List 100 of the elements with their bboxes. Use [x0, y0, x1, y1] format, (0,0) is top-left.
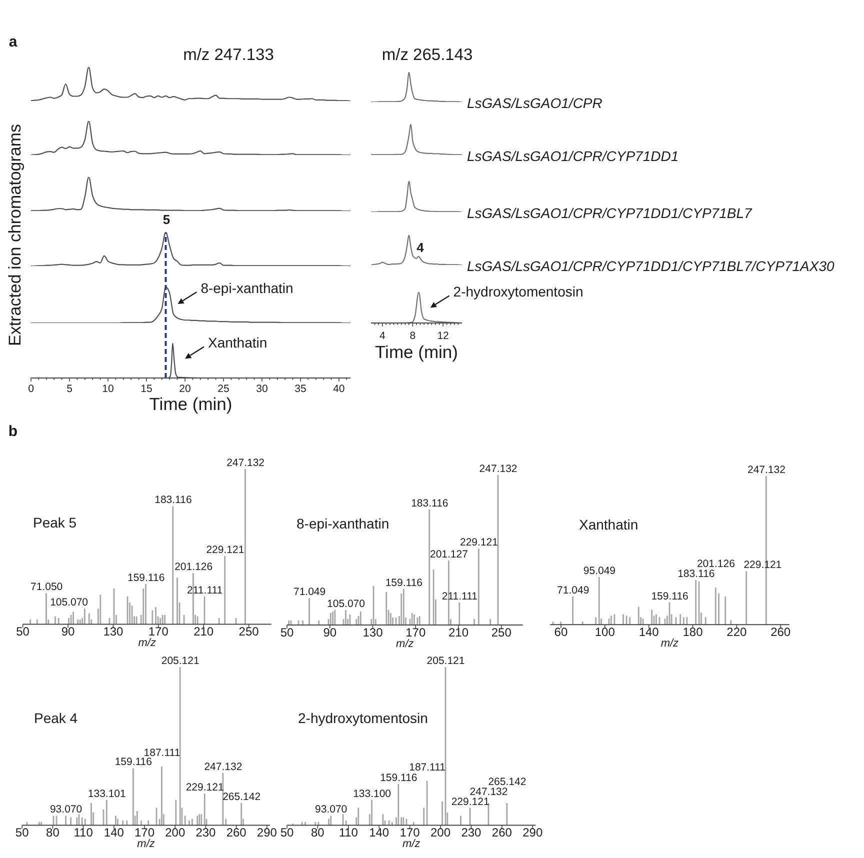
annotation: 159.116 — [652, 590, 689, 602]
x-axis-title: m/z — [661, 637, 680, 650]
series-label: LsGAS/LsGAO1/CPR — [466, 95, 602, 111]
annotation: 133.101 — [88, 788, 126, 800]
annotation: Xanthatin — [208, 334, 268, 351]
series-label: LsGAS/LsGAO1/CPR/CYP71DD1/CYP71BL7/CYP71AX30 — [466, 258, 834, 274]
annotation: 247.132 — [479, 462, 518, 474]
x-tick-label: 30 — [256, 383, 268, 395]
series-label: LsGAS/LsGAO1/CPR/CYP71DD1 — [466, 148, 678, 164]
annotation: 229.121 — [460, 536, 498, 548]
annotation: 93.070 — [50, 804, 82, 816]
x-tick-label: 180 — [683, 624, 704, 639]
text: b — [8, 423, 18, 440]
x-tick-label: 140 — [104, 825, 124, 840]
x-tick-label: 20 — [179, 383, 191, 395]
annotation: 2-hydroxytomentosin — [452, 284, 583, 300]
annotation: 265.142 — [488, 776, 526, 788]
x-axis-title: m/z — [137, 838, 156, 850]
x-axis-title: m/z — [138, 637, 156, 650]
annotation: 247.132 — [226, 457, 265, 470]
annotation: 187.111 — [409, 761, 446, 774]
x-tick-label: 100 — [595, 624, 616, 639]
x-tick-label: 130 — [362, 625, 384, 639]
x-tick-label: 260 — [492, 825, 512, 840]
annotation: 247.132 — [470, 786, 508, 798]
annotation: 247.132 — [748, 464, 786, 476]
annotation: 201.126 — [697, 558, 736, 570]
x-tick-label: 25 — [218, 383, 230, 395]
x-tick-label: 290 — [256, 825, 278, 840]
annotation: 229.121 — [744, 558, 782, 571]
annotation: 159.116 — [380, 772, 418, 784]
x-tick-label: 210 — [448, 625, 469, 639]
annotation: 211.111 — [187, 584, 223, 597]
annotation: 105.070 — [50, 596, 88, 609]
x-tick-label: 260 — [226, 825, 247, 840]
x-tick-label: 260 — [770, 624, 792, 639]
x-tick-label: 15 — [140, 383, 152, 395]
annotation: 133.100 — [353, 788, 392, 800]
x-tick-label: 40 — [333, 383, 345, 395]
annotation: 95.049 — [584, 564, 616, 577]
annotation: 159.116 — [128, 572, 165, 584]
x-tick-label: 5 — [66, 383, 73, 395]
x-tick-label: 250 — [491, 625, 512, 639]
x-tick-label: 130 — [103, 624, 124, 639]
x-tick-label: 170 — [400, 825, 420, 840]
x-tick-label: 80 — [46, 825, 60, 840]
text: a — [8, 34, 18, 50]
annotation: 229.121 — [186, 781, 224, 794]
x-tick-label: 170 — [134, 825, 155, 840]
annotation: 201.127 — [430, 548, 468, 560]
x-axis-title: m/z — [396, 638, 414, 650]
annotation: 71.049 — [294, 586, 326, 598]
x-tick-label: 80 — [311, 825, 325, 840]
text: Peak 4 — [34, 710, 78, 726]
annotation: 265.142 — [222, 790, 261, 803]
x-tick-label: 110 — [338, 825, 358, 840]
x-axis-title: Time (min) — [374, 342, 458, 362]
x-tick-label: 50 — [16, 624, 30, 639]
x-tick-label: 50 — [15, 825, 30, 840]
annotation: 211.111 — [442, 590, 478, 602]
annotation: 159.116 — [114, 756, 152, 768]
annotation: 229.121 — [451, 796, 490, 808]
y-axis-title: Extracted ion chromatograms — [6, 124, 24, 346]
x-tick-label: 110 — [74, 825, 94, 840]
annotation: 4 — [416, 240, 424, 255]
x-tick-label: 140 — [639, 624, 660, 639]
annotation: 187.111 — [144, 746, 180, 759]
x-tick-label: 170 — [406, 625, 426, 639]
annotation: 183.116 — [154, 494, 192, 507]
annotation: 205.121 — [426, 654, 465, 667]
x-tick-label: 220 — [726, 624, 748, 639]
x-tick-label: 250 — [238, 624, 260, 639]
x-tick-label: 230 — [461, 825, 482, 840]
annotation: 201.126 — [174, 561, 213, 574]
x-tick-label: 140 — [369, 825, 390, 840]
annotation: 247.132 — [204, 760, 242, 773]
annotation: 8-epi-xanthatin — [200, 280, 294, 296]
text: Peak 5 — [33, 514, 77, 531]
x-tick-label: 230 — [196, 825, 216, 840]
text: 2-hydroxytomentosin — [298, 710, 428, 726]
annotation: 229.121 — [206, 544, 244, 556]
x-tick-label: 60 — [554, 624, 568, 639]
x-axis-title: m/z — [402, 838, 421, 850]
text: Xanthatin — [579, 516, 638, 532]
x-tick-label: 50 — [280, 625, 294, 639]
chart-title: m/z 247.133 — [183, 46, 274, 64]
annotation: 105.070 — [327, 598, 366, 610]
chart-title: m/z 265.143 — [382, 46, 472, 64]
series-label: LsGAS/LsGAO1/CPR/CYP71DD1/CYP71BL7 — [466, 205, 753, 221]
annotation: 183.116 — [411, 497, 448, 509]
annotation: 183.116 — [678, 568, 716, 580]
x-axis-title: Time (min) — [149, 394, 232, 414]
x-tick-label: 210 — [194, 624, 214, 639]
x-tick-label: 200 — [165, 825, 186, 840]
x-tick-label: 170 — [148, 624, 169, 639]
x-tick-label: 4 — [379, 330, 386, 342]
annotation: 93.070 — [315, 804, 348, 816]
x-tick-label: 12 — [436, 330, 449, 342]
x-tick-label: 90 — [323, 625, 337, 639]
annotation: 205.121 — [161, 654, 200, 667]
